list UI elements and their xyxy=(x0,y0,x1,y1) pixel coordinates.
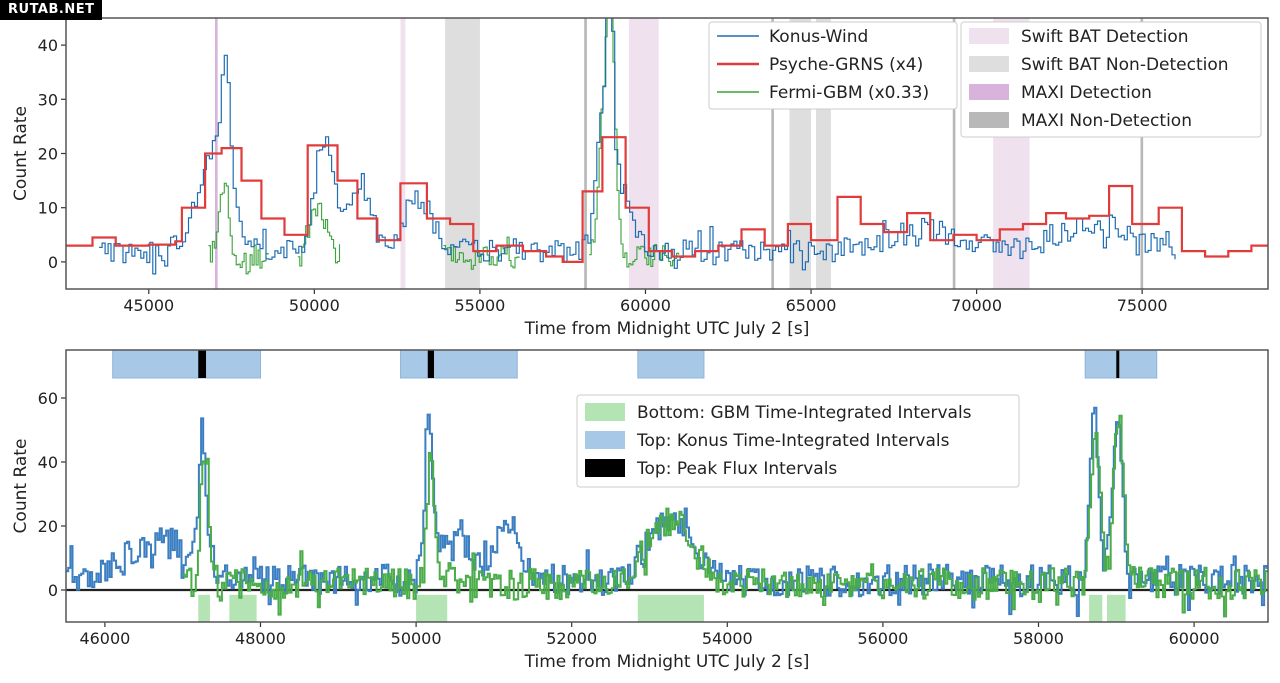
gbm-interval-band xyxy=(229,594,257,622)
gbm-series-line xyxy=(182,414,1268,618)
peak-flux-interval xyxy=(198,350,207,378)
region-maxi_nondet xyxy=(771,18,774,289)
x-tick-label: 56000 xyxy=(857,629,908,648)
x-tick-label: 48000 xyxy=(235,629,286,648)
legend-intervals-box xyxy=(576,394,1020,488)
x-tick-label: 46000 xyxy=(79,629,130,648)
x-axis-label: Time from Midnight UTC July 2 [s] xyxy=(524,319,810,339)
x-tick-label: 70000 xyxy=(951,296,1002,315)
legend-region-label: MAXI Detection xyxy=(1021,83,1152,103)
legend-region-swatch xyxy=(969,56,1009,72)
plot-area xyxy=(66,350,1268,622)
top-panel: 45000 50000 55000 60000 65000 70000 75000 0 10 20… xyxy=(11,17,1269,339)
gbm-series-line xyxy=(208,182,269,275)
legend-region-swatch xyxy=(969,84,1009,100)
y-tick-label: 30 xyxy=(38,90,58,109)
region-maxi_nondet xyxy=(584,18,587,289)
gbm-series-line xyxy=(297,202,341,267)
x-tick-label: 60000 xyxy=(1169,629,1220,648)
y-tick-label: 10 xyxy=(38,199,58,218)
konus-interval-band xyxy=(400,350,518,379)
y-tick-label: 60 xyxy=(38,389,58,408)
watermark: RUTAB.NET xyxy=(0,0,103,20)
region-maxi_nondet xyxy=(1140,18,1144,289)
y-tick-label: 20 xyxy=(38,145,58,164)
plot-frame xyxy=(65,17,1269,290)
y-tick-label: 20 xyxy=(38,517,58,536)
legend-region-label: Swift BAT Detection xyxy=(1021,27,1189,47)
gbm-interval-band xyxy=(198,594,210,622)
legend-interval-swatch xyxy=(585,459,625,477)
y-axis-label: Count Rate xyxy=(11,439,31,534)
gbm-interval-band xyxy=(637,594,704,622)
psyche-series-line xyxy=(66,136,1268,263)
x-tick-label: 65000 xyxy=(786,296,837,315)
gbm-interval-band xyxy=(416,594,448,622)
konus-interval-band xyxy=(1084,350,1158,379)
x-tick-label: 75000 xyxy=(1117,296,1168,315)
plot-frame xyxy=(65,349,1269,623)
x-tick-label: 50000 xyxy=(289,296,340,315)
x-tick-label: 55000 xyxy=(454,296,505,315)
legend-interval-label: Bottom: GBM Time-Integrated Intervals xyxy=(637,403,972,423)
peak-flux-interval xyxy=(427,350,434,378)
y-tick-label: 0 xyxy=(48,581,58,600)
konus-series-line xyxy=(99,18,1176,275)
legend-region-swatch xyxy=(969,112,1009,128)
konus-interval-band xyxy=(637,350,705,379)
x-tick-label: 54000 xyxy=(702,629,753,648)
peak-flux-interval xyxy=(1116,350,1120,378)
legend-region-label: MAXI Non-Detection xyxy=(1021,111,1192,131)
y-tick-label: 0 xyxy=(48,253,58,272)
x-tick-label: 52000 xyxy=(546,629,597,648)
x-axis-label: Time from Midnight UTC July 2 [s] xyxy=(524,652,810,672)
region-swift_det xyxy=(400,18,406,289)
x-tick-label: 58000 xyxy=(1013,629,1064,648)
legend-region-swatch xyxy=(969,28,1009,44)
legend-regions-box xyxy=(960,21,1262,138)
y-tick-label: 40 xyxy=(38,36,58,55)
legend-region-label: Swift BAT Non-Detection xyxy=(1021,55,1229,75)
konus-interval-band xyxy=(112,350,261,379)
legend-interval-label: Top: Konus Time-Integrated Intervals xyxy=(636,431,950,451)
gbm-interval-band xyxy=(1089,594,1103,622)
x-tick-label: 60000 xyxy=(620,296,671,315)
x-tick-label: 50000 xyxy=(391,629,442,648)
region-swift_det xyxy=(628,18,659,289)
region-maxi_nondet xyxy=(952,18,956,289)
legend-series-label: Fermi-GBM (x0.33) xyxy=(769,83,929,103)
legend-series-label: Konus-Wind xyxy=(769,27,868,47)
legend-series-box xyxy=(708,21,958,110)
bottom-panel: 46000 48000 50000 52000 54000 56000 58000 60000… xyxy=(11,349,1269,672)
y-tick-label: 40 xyxy=(38,453,58,472)
x-tick-label: 45000 xyxy=(123,296,174,315)
gbm-interval-band xyxy=(1106,594,1126,622)
y-axis-label: Count Rate xyxy=(11,106,31,201)
legend-interval-swatch xyxy=(585,431,625,449)
legend-interval-swatch xyxy=(585,403,625,421)
legend-series-label: Psyche-GRNS (x4) xyxy=(769,55,923,75)
legend-interval-label: Top: Peak Flux Intervals xyxy=(636,459,837,479)
